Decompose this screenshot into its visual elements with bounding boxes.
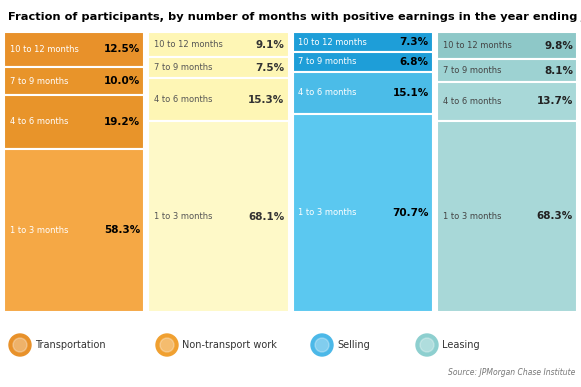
Text: 68.1%: 68.1% [248,212,285,222]
Bar [4,67,144,95]
Text: 10 to 12 months: 10 to 12 months [299,38,367,47]
Text: 9.1%: 9.1% [256,40,285,50]
Circle shape [315,338,329,352]
Text: 7 to 9 months: 7 to 9 months [154,63,213,72]
Text: Fraction of participants, by number of months with positive earnings in the year: Fraction of participants, by number of m… [8,12,581,22]
Bar [148,121,289,312]
Text: 9.8%: 9.8% [544,41,573,51]
Text: 7 to 9 months: 7 to 9 months [299,58,357,67]
Bar [437,60,577,82]
Text: 4 to 6 months: 4 to 6 months [10,117,69,127]
Text: 68.3%: 68.3% [537,211,573,221]
Bar [4,95,144,149]
Bar [148,32,289,58]
Text: 13.7%: 13.7% [537,96,573,106]
Bar [148,79,289,121]
Circle shape [420,338,434,352]
Circle shape [156,334,178,356]
Circle shape [9,334,31,356]
Text: 58.3%: 58.3% [104,225,140,235]
Text: Source: JPMorgan Chase Institute: Source: JPMorgan Chase Institute [447,368,575,377]
Bar [437,121,577,312]
Bar [292,72,433,114]
Bar [292,32,433,53]
Circle shape [13,338,27,352]
Text: 1 to 3 months: 1 to 3 months [10,226,69,235]
Text: Non-transport work: Non-transport work [182,340,277,350]
Text: 70.7%: 70.7% [392,208,429,218]
Text: 8.1%: 8.1% [544,66,573,76]
Text: 12.5%: 12.5% [104,45,140,55]
Text: Selling: Selling [337,340,370,350]
Bar [148,58,289,79]
Circle shape [311,334,333,356]
Text: 15.1%: 15.1% [393,88,429,98]
Circle shape [160,338,174,352]
Circle shape [416,334,438,356]
Bar [4,32,144,67]
Bar [437,32,577,60]
Bar [437,82,577,121]
Text: 10.0%: 10.0% [104,76,140,86]
Text: Leasing: Leasing [442,340,480,350]
Text: 4 to 6 months: 4 to 6 months [443,97,501,106]
Bar [292,53,433,72]
Text: 15.3%: 15.3% [248,95,285,105]
Text: 1 to 3 months: 1 to 3 months [154,212,213,221]
Text: 1 to 3 months: 1 to 3 months [443,212,501,221]
Text: 4 to 6 months: 4 to 6 months [299,88,357,97]
Text: 4 to 6 months: 4 to 6 months [154,96,213,104]
Text: 6.8%: 6.8% [400,57,429,67]
Text: 1 to 3 months: 1 to 3 months [299,209,357,217]
Text: 19.2%: 19.2% [104,117,140,127]
Bar [292,114,433,312]
Text: 7.5%: 7.5% [256,63,285,73]
Text: 7 to 9 months: 7 to 9 months [443,66,501,75]
Text: 10 to 12 months: 10 to 12 months [154,40,223,49]
Text: 7.3%: 7.3% [400,37,429,47]
Text: 10 to 12 months: 10 to 12 months [10,45,79,54]
Text: Transportation: Transportation [35,340,106,350]
Text: 7 to 9 months: 7 to 9 months [10,77,69,86]
Text: 10 to 12 months: 10 to 12 months [443,41,512,50]
Bar [4,149,144,312]
